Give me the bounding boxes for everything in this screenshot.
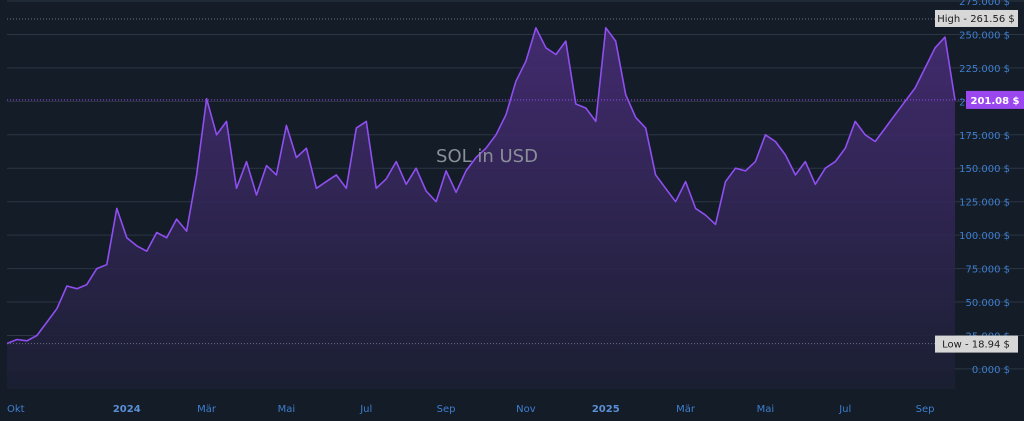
chart-title: SOL in USD [436, 146, 538, 167]
x-tick-label: Okt [7, 404, 25, 415]
x-tick-label: Sep [916, 404, 935, 415]
price-area [6, 27, 956, 390]
x-tick-label: Nov [516, 404, 536, 415]
y-tick-label: 150.000 $ [959, 164, 1010, 175]
x-tick-label: Jul [838, 404, 851, 415]
x-axis-ticks: Okt 2024 Mär Mai Jul Sep Nov 2025 Mär Mai Jul Sep [7, 404, 935, 415]
price-badges: High - 261.56 $ Low - 18.94 $ 201.08 $ [7, 9, 1024, 353]
x-tick-label: 2025 [592, 404, 620, 415]
low-badge [935, 335, 1018, 353]
y-tick-label: 0.000 $ [972, 365, 1010, 376]
y-tick-label: 125.000 $ [959, 198, 1010, 209]
x-tick-label: Mai [278, 404, 296, 415]
high-badge [935, 9, 1018, 27]
y-tick-label: 250.000 $ [959, 30, 1010, 41]
low-badge-text: Low - 18.94 $ [942, 340, 1010, 351]
current-price-badge [966, 90, 1024, 109]
price-area-fill [7, 27, 955, 390]
x-tick-label: Sep [437, 404, 456, 415]
x-tick-label: Mai [757, 404, 775, 415]
y-tick-label: 75.000 $ [965, 265, 1010, 276]
x-tick-label: Mär [676, 404, 696, 415]
y-tick-label: 275.000 $ [959, 0, 1010, 8]
x-tick-label: Mär [197, 404, 217, 415]
y-axis-ticks: 0.000 $25.000 $50.000 $75.000 $100.000 $… [959, 0, 1010, 376]
y-tick-label: 50.000 $ [965, 298, 1010, 309]
current-price-text: 201.08 $ [970, 96, 1019, 107]
y-tick-label: 100.000 $ [959, 231, 1010, 242]
x-tick-label: Jul [359, 404, 372, 415]
price-line [6, 27, 956, 345]
high-badge-text: High - 261.56 $ [937, 14, 1014, 25]
y-tick-label: 175.000 $ [959, 131, 1010, 142]
x-tick-label: 2024 [113, 404, 141, 415]
y-tick-label: 225.000 $ [959, 64, 1010, 75]
